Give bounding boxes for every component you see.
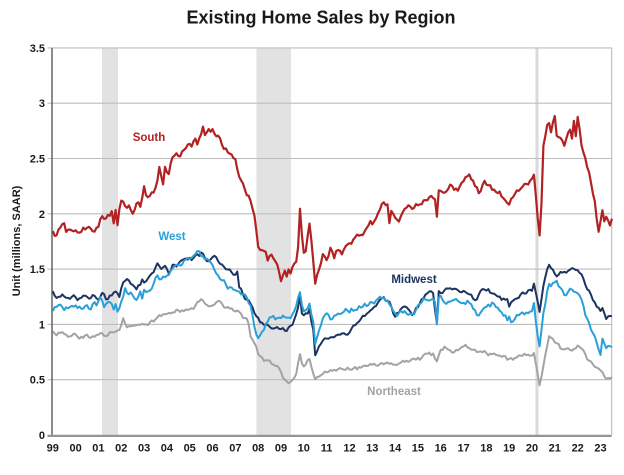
- svg-text:16: 16: [435, 443, 447, 455]
- svg-text:05: 05: [184, 443, 196, 455]
- svg-text:03: 03: [138, 443, 150, 455]
- svg-text:19: 19: [503, 443, 515, 455]
- svg-text:West: West: [158, 231, 185, 243]
- svg-text:20: 20: [526, 443, 538, 455]
- svg-text:1: 1: [39, 319, 45, 331]
- svg-text:18: 18: [480, 443, 492, 455]
- svg-text:06: 06: [206, 443, 218, 455]
- svg-text:Midwest: Midwest: [391, 274, 437, 286]
- svg-text:99: 99: [47, 443, 59, 455]
- svg-text:17: 17: [457, 443, 469, 455]
- svg-text:02: 02: [115, 443, 127, 455]
- svg-text:00: 00: [69, 443, 81, 455]
- svg-text:Unit (millions, SAAR): Unit (millions, SAAR): [11, 185, 23, 296]
- svg-text:21: 21: [549, 443, 561, 455]
- svg-text:13: 13: [366, 443, 378, 455]
- svg-text:12: 12: [343, 443, 355, 455]
- svg-text:10: 10: [298, 443, 310, 455]
- svg-text:14: 14: [389, 443, 402, 455]
- svg-text:Northeast: Northeast: [367, 386, 421, 398]
- svg-text:22: 22: [572, 443, 584, 455]
- svg-text:0.5: 0.5: [30, 375, 45, 387]
- svg-text:15: 15: [412, 443, 424, 455]
- svg-text:08: 08: [252, 443, 264, 455]
- svg-text:3.5: 3.5: [30, 43, 45, 55]
- svg-text:01: 01: [92, 443, 104, 455]
- svg-text:1.5: 1.5: [30, 264, 45, 276]
- svg-text:11: 11: [321, 443, 333, 455]
- svg-text:South: South: [133, 132, 166, 144]
- svg-text:23: 23: [594, 443, 606, 455]
- svg-text:Existing Home Sales by Region: Existing Home Sales by Region: [186, 8, 455, 28]
- svg-text:3: 3: [39, 98, 45, 110]
- svg-text:0: 0: [39, 430, 45, 442]
- svg-text:2: 2: [39, 209, 45, 221]
- svg-text:04: 04: [161, 443, 174, 455]
- svg-text:07: 07: [229, 443, 241, 455]
- svg-text:2.5: 2.5: [30, 154, 45, 166]
- svg-text:09: 09: [275, 443, 287, 455]
